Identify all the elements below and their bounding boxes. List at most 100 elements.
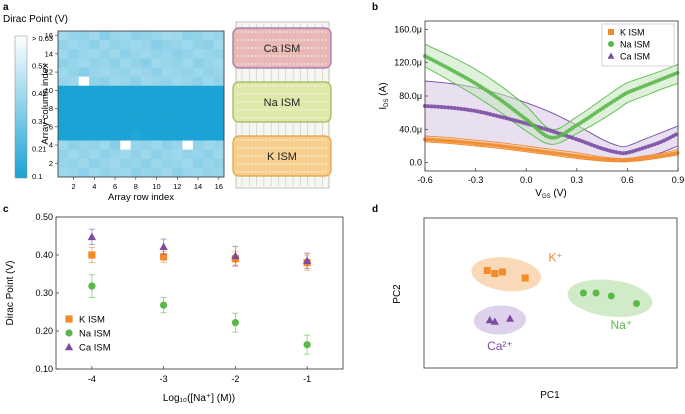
heatmap-cell [78,31,90,41]
heatmap-cell [151,140,163,150]
heatmap-cell [141,158,152,169]
heatmap-cell [161,94,173,105]
panel-label-a: a [3,2,9,13]
heatmap-cell [99,67,111,77]
panel-c: c -4 -3 -2 -1 0.10 0.20 0.30 0.40 0.50 Log₁₀([Na… [3,204,344,404]
pca-point-ca [485,315,494,324]
heatmap-cell [68,131,80,141]
heatmap-cell [99,131,111,141]
heatmap-cell [68,167,80,178]
heatmap-cell [78,40,90,50]
heatmap-cell [182,113,194,123]
iv-y-tick-label: 160.0μ [394,24,422,34]
heatmap-y-tick-label: 6 [49,122,53,131]
heatmap-cell [99,49,111,59]
heatmap-cell [182,167,194,178]
heatmap-cell [109,104,121,114]
heatmap-cell [151,58,163,68]
heatmap-cell [99,149,111,160]
heatmap-cell [203,104,214,114]
heatmap-cell [161,104,173,114]
heatmap-cell [172,85,183,96]
heatmap-cell [151,113,163,123]
heatmap-cell [130,167,142,178]
heatmap-cell [89,122,100,132]
dirac-y-tick-label: 0.10 [35,364,53,374]
heatmap-cell [68,85,80,96]
heatmap-cell [141,31,152,41]
heatmap-cell [78,140,90,150]
heatmap-cells [58,31,225,178]
iv-legend-entries: K ISM Na ISM Ca ISM [607,28,650,62]
dirac-point-ca [159,242,168,250]
heatmap-cell [203,85,214,96]
dirac-legend-label: K ISM [79,315,105,326]
colorbar-tick-label: 0.31 [32,117,47,126]
dirac-y-tick-label: 0.40 [35,250,53,260]
heatmap-cell [182,76,194,87]
iv-legend-marker-na [608,41,614,47]
heatmap-cell [58,122,69,132]
heatmap-cell [161,58,173,68]
heatmap-cell [203,31,214,41]
heatmap-cell [182,158,194,169]
iv-legend: K ISM Na ISM Ca ISM [601,23,675,67]
iv-x-tick-label: 0.9 [672,175,685,185]
heatmap-cell [141,149,152,160]
iv-band-k [425,136,678,162]
heatmap-cell [213,149,225,160]
heatmap-cell [130,58,142,68]
dirac-y-tick-label: 0.20 [35,326,53,336]
heatmap-cell [213,58,225,68]
heatmap-y-tick-label: 4 [49,141,53,150]
iv-mean-ca [423,104,680,156]
iv-band-upper-k [424,135,679,160]
iv-band-upper-na [424,43,679,130]
heatmap-cell [161,158,173,169]
heatmap-cell [68,40,80,50]
heatmap-cell [192,94,204,105]
panel-label-d: d [372,204,378,215]
heatmap-y-label: Array column index [40,63,51,145]
heatmap-cell [213,49,225,59]
heatmap-cell [203,149,214,160]
heatmap-cell [89,49,100,59]
heatmap-x-tick-label: 6 [113,182,117,191]
heatmap-y-tick-label: 16 [45,31,53,40]
dirac-axis-ticks: -4 -3 -2 -1 0.10 0.20 0.30 0.40 0.50 [35,212,311,384]
dirac-x-label: Log₁₀([Na⁺] (M)) [163,393,235,404]
heatmap-cell [151,158,163,169]
heatmap-cell [109,131,121,141]
heatmap-cell [182,104,194,114]
colorbar-tick-label: 0.1 [32,172,42,181]
heatmap-cell [78,94,90,105]
heatmap-cell [58,167,69,178]
heatmap-cell [161,167,173,178]
pca-point-k [498,268,506,276]
heatmap-x-tick-label: 12 [173,182,181,191]
heatmap-cell [151,31,163,41]
heatmap-cell [141,140,152,150]
iv-band-lower-na [424,66,679,145]
heatmap-cell [68,113,80,123]
heatmap-cell [151,76,163,87]
dirac-legend: K ISM Na ISM Ca ISM [64,315,111,354]
heatmap-cell [213,31,225,41]
pca-cluster-ca [473,305,527,335]
heatmap-cell [172,140,183,150]
heatmap-cell [172,67,183,77]
heatmap-cell [120,49,131,59]
heatmap-cell [192,122,204,132]
heatmap-x-label: Array row index [108,192,174,203]
heatmap-cell [68,140,80,150]
heatmap-cell [109,149,121,160]
heatmap-cell [130,140,142,150]
heatmap-cell [151,167,163,178]
heatmap-cell [192,167,204,178]
heatmap-cell [120,67,131,77]
heatmap-cell [192,85,204,96]
pca-plot-frame [423,217,678,369]
pca-cluster-label: Na⁺ [610,318,632,332]
heatmap-cell [58,131,69,141]
heatmap-cell [68,67,80,77]
